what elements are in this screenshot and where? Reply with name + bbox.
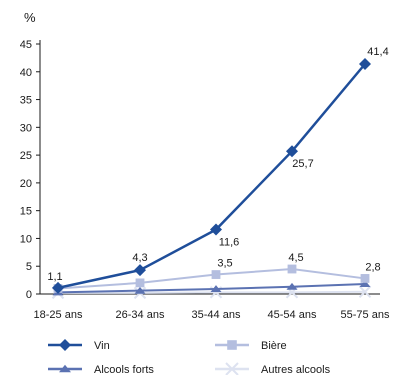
data-point [286, 145, 298, 158]
data-point [134, 286, 146, 294]
y-tick-label: 20 [20, 178, 32, 190]
data-point [210, 223, 222, 236]
data-labels: 1,1 4,3 11,6 25,7 41,4 3,5 4,5 2,8 [47, 46, 388, 283]
x-tick-label: 18-25 ans [34, 309, 83, 321]
y-tick-label: 10 [20, 233, 32, 245]
data-label: 25,7 [292, 158, 313, 170]
data-label: 1,1 [47, 271, 62, 283]
data-point [134, 264, 146, 277]
legend-label: Vin [94, 340, 110, 352]
series-line [57, 63, 366, 290]
data-point [360, 274, 370, 283]
data-point [359, 58, 371, 70]
axes: 0 5 10 15 20 25 30 35 40 45 18-25 ans 26-34 ans 35-4… [20, 39, 390, 321]
y-tick-label: 0 [26, 289, 32, 301]
data-point [210, 285, 222, 293]
y-tick-label: 25 [20, 150, 32, 162]
data-point [135, 278, 145, 288]
legend-label: Bière [261, 340, 287, 352]
x-tick-label: 45-54 ans [268, 309, 317, 321]
data-point [52, 281, 64, 294]
data-point [211, 270, 221, 279]
data-point [227, 340, 237, 350]
data-label: 2,8 [365, 261, 380, 273]
data-point [358, 285, 372, 298]
x-tick-label: 26-34 ans [116, 309, 165, 321]
y-tick-label: 40 [20, 67, 32, 79]
data-point [286, 282, 298, 290]
data-point-stroke [225, 362, 239, 375]
y-tick-label: 45 [20, 39, 32, 51]
y-tick-label: 35 [20, 95, 32, 107]
series-layer [51, 58, 372, 300]
legend: Vin Bière Alcools forts Autres alcools [48, 339, 331, 375]
data-label: 4,3 [132, 252, 147, 264]
legend-label: Autres alcools [261, 364, 331, 375]
data-point-stroke [358, 285, 372, 298]
data-label: 41,4 [367, 46, 388, 58]
data-label: 3,5 [217, 258, 232, 270]
y-tick-label: 30 [20, 122, 32, 134]
data-point [59, 339, 71, 351]
x-tick-label: 55-75 ans [341, 309, 390, 321]
y-axis-label: % [24, 10, 36, 25]
data-label: 4,5 [288, 252, 303, 264]
data-point [225, 362, 239, 375]
data-label: 11,6 [219, 237, 240, 249]
legend-label: Alcools forts [94, 364, 154, 375]
y-tick-label: 5 [26, 261, 32, 273]
y-tick-label: 15 [20, 206, 32, 218]
data-point [59, 364, 71, 373]
x-tick-label: 35-44 ans [192, 309, 241, 321]
data-point [359, 280, 371, 288]
data-point [287, 264, 297, 274]
